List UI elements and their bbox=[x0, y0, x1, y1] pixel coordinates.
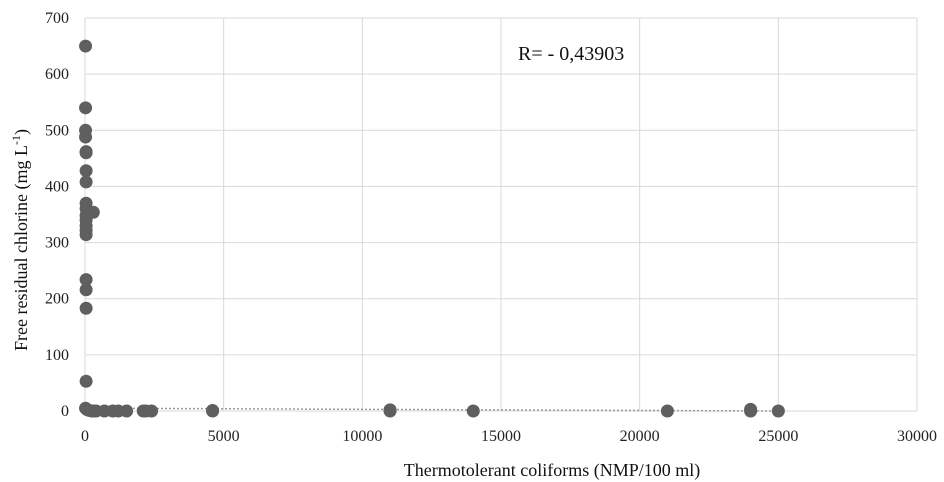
x-tick-label: 10000 bbox=[342, 428, 382, 445]
data-point bbox=[120, 404, 134, 418]
data-point bbox=[79, 130, 93, 144]
y-tick-label: 300 bbox=[45, 235, 69, 252]
x-tick-label: 0 bbox=[81, 428, 89, 445]
x-tick-label: 5000 bbox=[208, 428, 240, 445]
data-point bbox=[466, 404, 480, 418]
data-point bbox=[79, 164, 93, 178]
y-tick-label: 700 bbox=[45, 10, 69, 27]
x-axis-title: Thermotolerant coliforms (NMP/100 ml) bbox=[404, 460, 700, 481]
data-points bbox=[79, 39, 785, 418]
data-point bbox=[79, 101, 93, 115]
data-point bbox=[383, 403, 397, 417]
data-point bbox=[86, 205, 100, 219]
y-axis-title-end: ) bbox=[11, 129, 32, 135]
data-point bbox=[79, 301, 93, 315]
data-point bbox=[79, 283, 93, 297]
data-point bbox=[79, 175, 93, 189]
y-tick-label: 400 bbox=[45, 178, 69, 195]
y-axis-title: Free residual chlorine (mg L-1) bbox=[9, 129, 32, 351]
x-tick-label: 25000 bbox=[758, 428, 798, 445]
y-tick-label: 200 bbox=[45, 291, 69, 308]
x-tick-label: 30000 bbox=[897, 428, 937, 445]
y-axis-title-main: Free residual chlorine (mg L bbox=[11, 145, 32, 351]
data-point bbox=[79, 228, 93, 242]
grid-lines bbox=[84, 17, 918, 412]
data-point bbox=[145, 404, 159, 418]
data-point bbox=[79, 39, 93, 53]
correlation-annotation: R= - 0,43903 bbox=[518, 43, 624, 65]
y-tick-label: 500 bbox=[45, 122, 69, 139]
x-tick-label: 20000 bbox=[620, 428, 660, 445]
y-tick-label: 100 bbox=[45, 347, 69, 364]
data-point bbox=[660, 404, 674, 418]
y-tick-label: 0 bbox=[61, 403, 69, 420]
y-tick-labels: 0 100 200 300 400 500 600 700 bbox=[45, 10, 69, 420]
y-tick-label: 600 bbox=[45, 66, 69, 83]
x-tick-labels: 0 5000 10000 15000 20000 25000 30000 bbox=[81, 428, 937, 445]
data-point bbox=[79, 146, 93, 160]
data-point bbox=[79, 374, 93, 388]
x-tick-label: 15000 bbox=[481, 428, 521, 445]
y-axis-title-superscript: -1 bbox=[9, 135, 23, 145]
data-point bbox=[206, 403, 220, 417]
data-point bbox=[79, 273, 93, 287]
data-point bbox=[744, 402, 758, 416]
data-point bbox=[771, 404, 785, 418]
